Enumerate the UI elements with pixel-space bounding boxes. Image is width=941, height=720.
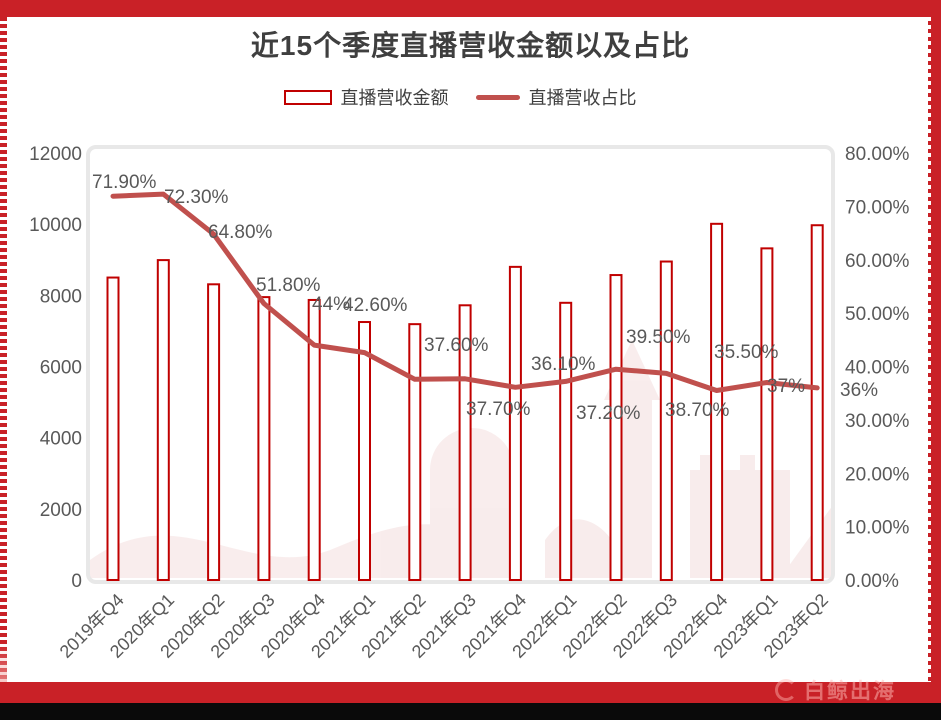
site-watermark-logo-icon [775, 679, 797, 701]
revenue-bar [106, 276, 120, 581]
revenue-bar [207, 283, 221, 581]
left-axis-tick-label: 0 [71, 571, 82, 592]
ratio-point-label: 71.90% [92, 172, 157, 193]
revenue-bar [710, 222, 724, 582]
right-axis-tick-label: 60.00% [845, 251, 910, 272]
right-band-dashes [928, 17, 931, 703]
revenue-bar [257, 296, 271, 581]
ratio-point-label: 72.30% [164, 187, 229, 208]
revenue-bar [458, 304, 472, 581]
site-watermark-text: 白鲸出海 [804, 680, 896, 703]
ratio-point-label: 36% [840, 380, 878, 401]
legend-bar-swatch-icon [283, 89, 332, 105]
chart-title: 近15个季度直播营收金额以及占比 [250, 30, 691, 61]
ratio-point-label: 37.60% [424, 335, 489, 356]
top-red-bar [0, 0, 941, 17]
right-axis-tick-label: 0.00% [845, 571, 899, 592]
left-axis-tick-label: 2000 [40, 500, 82, 521]
ratio-point-label: 37.70% [466, 399, 531, 420]
right-axis-tick-label: 40.00% [845, 358, 910, 379]
ratio-point-label: 42.60% [343, 295, 408, 316]
right-axis-tick-label: 20.00% [845, 464, 910, 485]
revenue-bar [810, 224, 824, 581]
right-axis-tick-label: 50.00% [845, 304, 910, 325]
left-axis-tick-label: 10000 [29, 215, 82, 236]
revenue-bar [156, 259, 170, 581]
legend-line-label: 直播营收占比 [528, 88, 637, 108]
ratio-point-label: 35.50% [714, 342, 779, 363]
bottom-red-bar [0, 682, 941, 703]
left-axis-tick-label: 4000 [40, 429, 82, 450]
revenue-bar [760, 247, 774, 581]
left-axis-tick-label: 6000 [40, 358, 82, 379]
revenue-bar [508, 265, 522, 581]
left-hatch-border [0, 17, 7, 700]
ratio-point-label: 44% [312, 294, 350, 315]
ratio-point-label: 39.50% [626, 327, 691, 348]
plot-area-border [86, 145, 835, 584]
ratio-point-label: 64.80% [208, 222, 273, 243]
right-axis-tick-label: 80.00% [845, 144, 910, 165]
revenue-bar [659, 260, 673, 581]
ratio-point-label: 37% [767, 376, 805, 397]
left-hatch-fade [0, 642, 7, 700]
revenue-bar [559, 301, 573, 581]
revenue-bar [307, 298, 321, 581]
revenue-bar [408, 323, 422, 581]
site-watermark: 白鲸出海 [775, 676, 896, 704]
revenue-bar [609, 274, 623, 581]
chart-legend: 直播营收金额 直播营收占比 [0, 84, 920, 110]
bottom-black-strip [0, 703, 941, 720]
right-axis-tick-label: 30.00% [845, 411, 910, 432]
right-axis-tick-label: 10.00% [845, 518, 910, 539]
ratio-point-label: 37.20% [576, 403, 641, 424]
ratio-point-label: 38.70% [665, 400, 730, 421]
revenue-bar [358, 321, 371, 581]
left-axis-tick-label: 12000 [29, 144, 82, 165]
legend-bar-label: 直播营收金额 [340, 88, 449, 108]
ratio-line [110, 191, 820, 393]
legend-line-swatch-icon [475, 94, 520, 100]
ratio-point-label: 36.10% [531, 354, 596, 375]
right-red-band [928, 17, 941, 703]
right-axis-tick-label: 70.00% [845, 197, 910, 218]
ratio-point-label: 51.80% [256, 275, 321, 296]
left-axis-tick-label: 8000 [40, 286, 82, 307]
